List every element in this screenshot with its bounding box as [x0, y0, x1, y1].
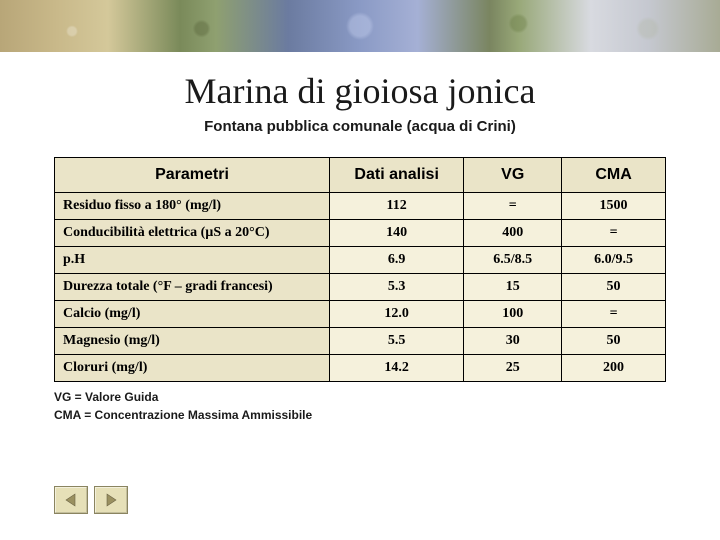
cell-dati: 14.2	[329, 355, 463, 382]
table-row: Residuo fisso a 180° (mg/l) 112 = 1500	[55, 193, 666, 220]
cell-vg: 6.5/8.5	[464, 247, 562, 274]
cell-param: p.H	[55, 247, 330, 274]
cell-param: Conducibilità elettrica (µS a 20°C)	[55, 220, 330, 247]
prev-button[interactable]	[54, 486, 88, 514]
table-header-row: Parametri Dati analisi VG CMA	[55, 158, 666, 193]
cell-param: Magnesio (mg/l)	[55, 328, 330, 355]
cell-param: Calcio (mg/l)	[55, 301, 330, 328]
table-row: Calcio (mg/l) 12.0 100 =	[55, 301, 666, 328]
next-button[interactable]	[94, 486, 128, 514]
cell-dati: 5.3	[329, 274, 463, 301]
table-row: Durezza totale (°F – gradi francesi) 5.3…	[55, 274, 666, 301]
table-row: p.H 6.9 6.5/8.5 6.0/9.5	[55, 247, 666, 274]
page-subtitle: Fontana pubblica comunale (acqua di Crin…	[0, 118, 720, 135]
cell-cma: =	[562, 220, 666, 247]
legend-cma: CMA = Concentrazione Massima Ammissibile	[54, 408, 666, 422]
cell-cma: =	[562, 301, 666, 328]
cell-vg: 100	[464, 301, 562, 328]
cell-vg: 15	[464, 274, 562, 301]
cell-vg: =	[464, 193, 562, 220]
cell-param: Cloruri (mg/l)	[55, 355, 330, 382]
cell-cma: 200	[562, 355, 666, 382]
nav-controls	[54, 486, 128, 514]
cell-cma: 1500	[562, 193, 666, 220]
cell-dati: 12.0	[329, 301, 463, 328]
cell-cma: 50	[562, 274, 666, 301]
triangle-left-icon	[63, 492, 79, 508]
cell-dati: 140	[329, 220, 463, 247]
cell-param: Durezza totale (°F – gradi francesi)	[55, 274, 330, 301]
cell-vg: 30	[464, 328, 562, 355]
header-dati-analisi: Dati analisi	[329, 158, 463, 193]
cell-vg: 400	[464, 220, 562, 247]
cell-vg: 25	[464, 355, 562, 382]
header-vg: VG	[464, 158, 562, 193]
legend-vg: VG = Valore Guida	[54, 390, 666, 404]
cell-dati: 6.9	[329, 247, 463, 274]
legend: VG = Valore Guida CMA = Concentrazione M…	[54, 390, 666, 422]
table-row: Cloruri (mg/l) 14.2 25 200	[55, 355, 666, 382]
table-row: Magnesio (mg/l) 5.5 30 50	[55, 328, 666, 355]
cell-cma: 6.0/9.5	[562, 247, 666, 274]
water-analysis-table: Parametri Dati analisi VG CMA Residuo fi…	[54, 157, 666, 382]
header-parametri: Parametri	[55, 158, 330, 193]
header-cma: CMA	[562, 158, 666, 193]
cell-dati: 112	[329, 193, 463, 220]
cell-cma: 50	[562, 328, 666, 355]
cell-param: Residuo fisso a 180° (mg/l)	[55, 193, 330, 220]
cell-dati: 5.5	[329, 328, 463, 355]
water-analysis-table-container: Parametri Dati analisi VG CMA Residuo fi…	[54, 157, 666, 382]
table-row: Conducibilità elettrica (µS a 20°C) 140 …	[55, 220, 666, 247]
page-title: Marina di gioiosa jonica	[0, 70, 720, 112]
triangle-right-icon	[103, 492, 119, 508]
decorative-banner	[0, 0, 720, 52]
